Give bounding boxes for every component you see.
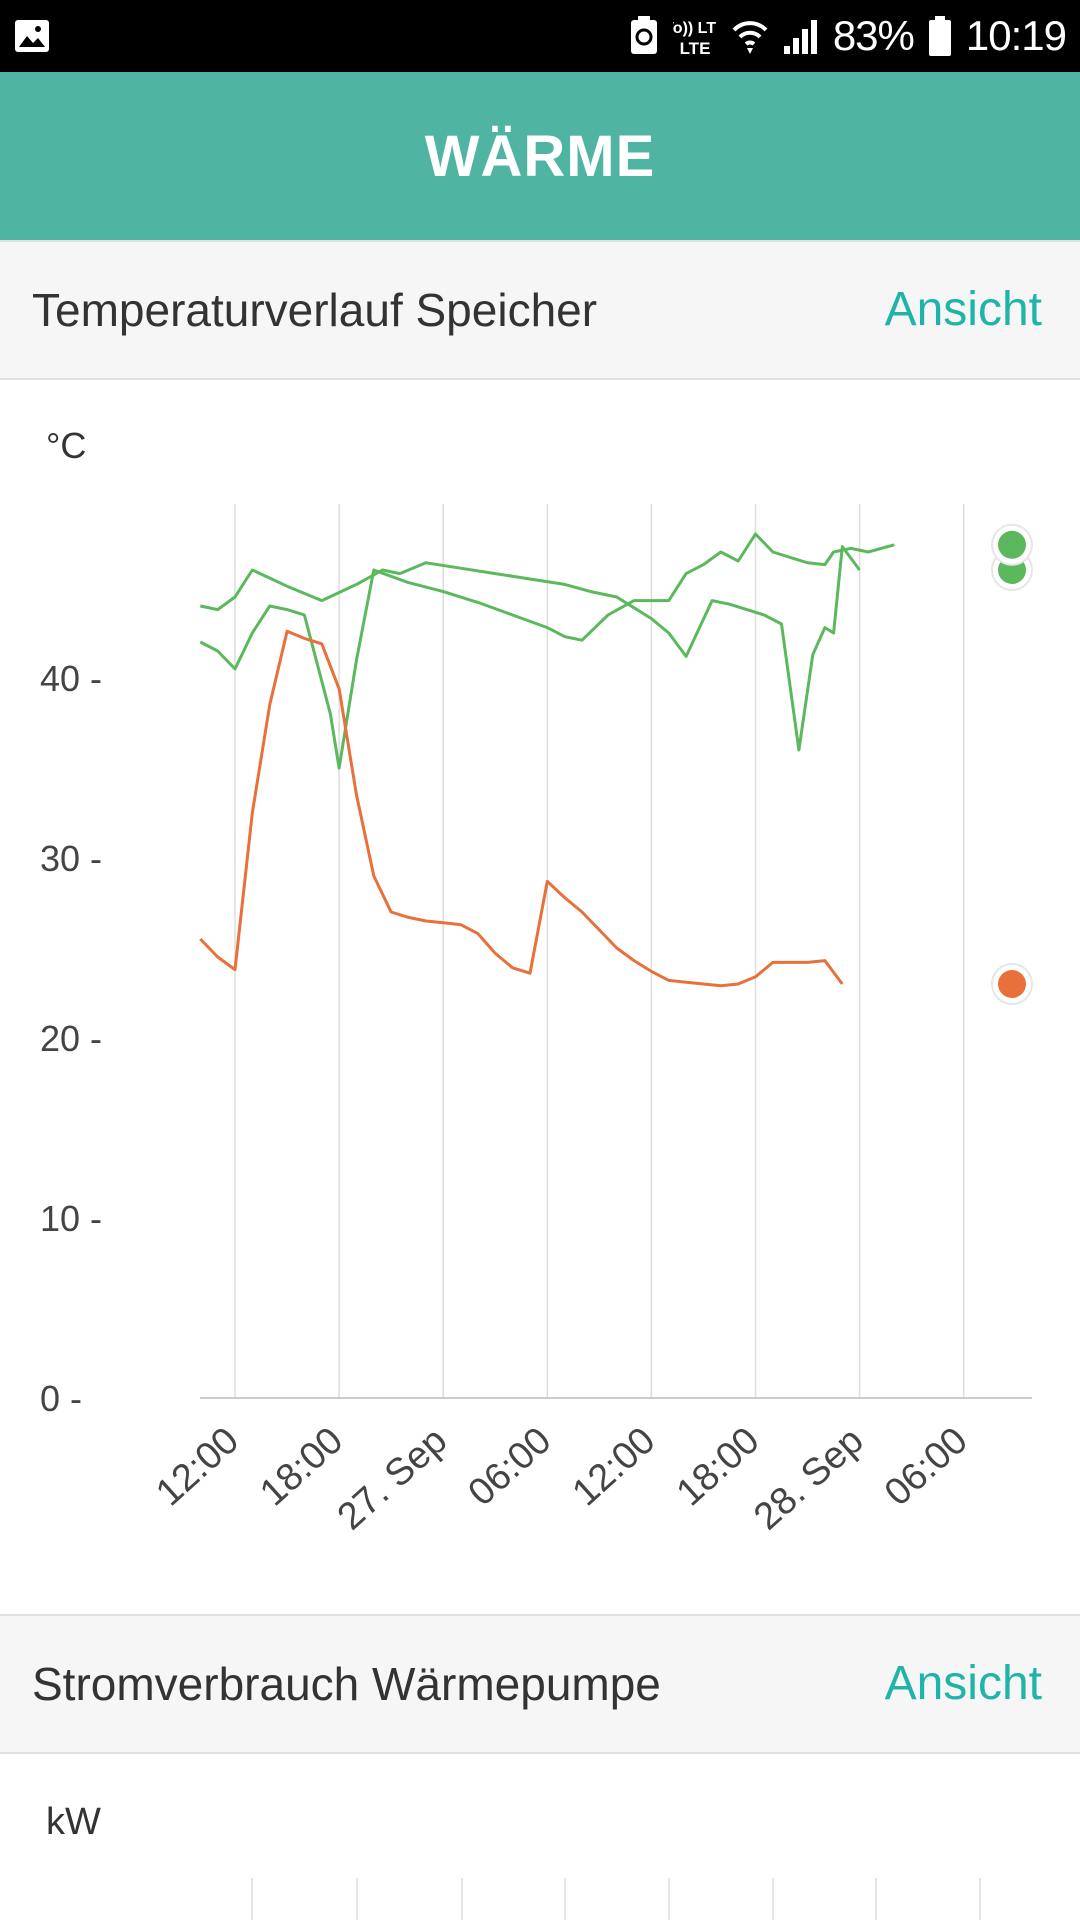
app-bar: WÄRME xyxy=(0,72,1080,240)
volte-icon: Vo)) LTE LTE xyxy=(673,20,717,58)
y-axis-unit: kW xyxy=(46,1801,101,1843)
x-tick-label: 28. Sep xyxy=(746,1419,871,1538)
battery-percentage: 83% xyxy=(832,12,915,59)
x-tick-label: 12:00 xyxy=(565,1419,664,1514)
wifi-icon xyxy=(732,21,768,54)
x-tick-label: 12:00 xyxy=(148,1419,247,1514)
y-tick-label: 40 - xyxy=(40,658,102,699)
x-tick-label: 27. Sep xyxy=(330,1419,455,1538)
y-axis-unit: °C xyxy=(46,425,86,466)
x-tick-label: 06:00 xyxy=(461,1419,560,1514)
y-tick-label: 20 - xyxy=(40,1018,102,1059)
clock: 10:19 xyxy=(965,12,1067,59)
page-title: WÄRME xyxy=(424,123,656,189)
temperature-chart: 0 -10 -20 -30 -40 - 12:00 18:00 27. Sep 06:… xyxy=(0,384,1080,1614)
series-end-marker xyxy=(998,970,1026,998)
x-tick-label: 06:00 xyxy=(877,1419,976,1514)
svg-text:LTE: LTE xyxy=(679,39,710,58)
battery-icon xyxy=(928,16,951,56)
power-chart-svg: kW xyxy=(46,1801,981,1920)
status-bar: Vo)) LTE LTE 83% 10:19 xyxy=(0,0,1080,72)
series-line-2 xyxy=(199,532,895,770)
section-title: Stromverbrauch Wärmepumpe xyxy=(32,1658,661,1710)
gallery-notification-icon xyxy=(15,20,49,52)
svg-text:Vo)) LTE: Vo)) LTE xyxy=(673,20,717,37)
cell-signal-icon xyxy=(783,20,817,54)
y-tick-label: 30 - xyxy=(40,838,102,879)
y-tick-label: 0 - xyxy=(40,1378,82,1419)
battery-saver-icon xyxy=(630,16,657,54)
series-end-marker xyxy=(998,530,1026,559)
section-header-temperature: Temperaturverlauf Speicher Ansicht xyxy=(0,240,1080,380)
section-title: Temperaturverlauf Speicher xyxy=(32,284,598,336)
view-temperature-button[interactable]: Ansicht xyxy=(884,283,1042,336)
series-line-1 xyxy=(199,545,861,752)
y-tick-label: 10 - xyxy=(40,1198,102,1239)
section-header-power: Stromverbrauch Wärmepumpe Ansicht xyxy=(0,1614,1080,1754)
power-chart: kW xyxy=(0,1758,1080,1920)
view-power-button[interactable]: Ansicht xyxy=(884,1657,1042,1710)
series-line-3 xyxy=(199,629,844,988)
